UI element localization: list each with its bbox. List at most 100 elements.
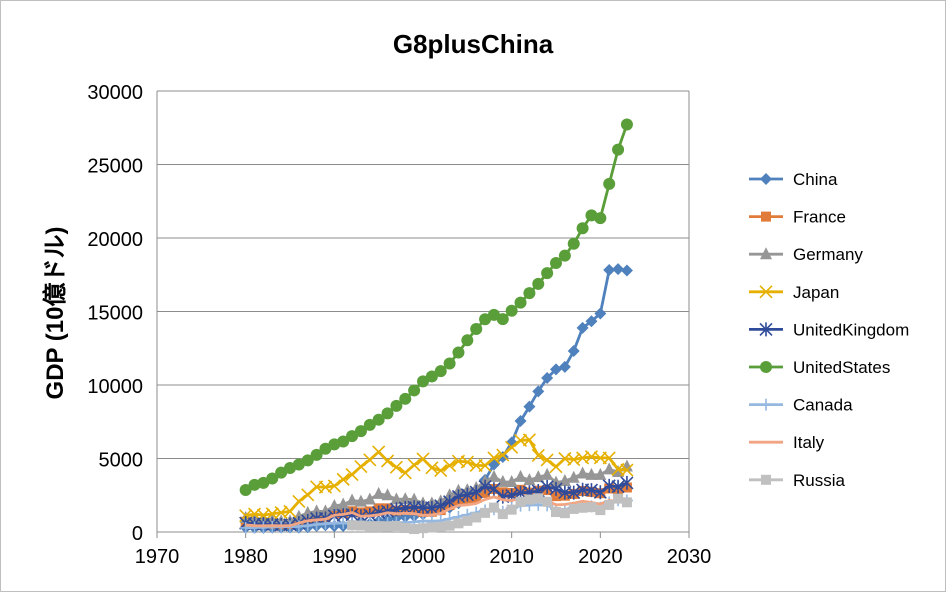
data-point-Russia xyxy=(418,523,428,534)
data-point-Russia xyxy=(542,496,553,507)
data-point-China xyxy=(576,321,589,334)
legend-label: Russia xyxy=(793,471,846,490)
data-point-France xyxy=(551,491,561,502)
data-point-UnitedStates xyxy=(399,392,412,405)
data-point-Russia xyxy=(515,496,526,507)
data-point-UnitedStates xyxy=(576,222,589,235)
data-point-Russia xyxy=(533,493,544,504)
data-point-Japan xyxy=(425,461,439,475)
data-point-UnitedStates xyxy=(612,143,625,156)
data-point-Japan xyxy=(531,448,545,462)
data-point-UnitedKingdom xyxy=(567,485,581,500)
data-point-Russia xyxy=(604,499,615,510)
data-point-China xyxy=(612,263,625,276)
data-point-UnitedStates xyxy=(275,466,288,479)
y-tick-label: 15000 xyxy=(87,303,143,325)
data-point-UnitedStates xyxy=(461,334,474,347)
data-point-Russia xyxy=(364,521,375,532)
data-point-Germany xyxy=(328,498,341,511)
data-point-UnitedKingdom xyxy=(584,483,599,498)
legend-marker xyxy=(761,474,771,485)
data-point-UnitedStates xyxy=(434,365,447,378)
data-point-Russia xyxy=(613,493,624,504)
data-point-Japan xyxy=(620,463,634,477)
data-point-Germany xyxy=(443,488,456,501)
data-point-UnitedStates xyxy=(487,308,500,321)
data-point-Russia xyxy=(471,512,482,523)
data-point-Russia xyxy=(524,494,535,505)
data-point-UnitedStates xyxy=(470,322,483,335)
data-point-Germany xyxy=(612,465,625,478)
data-point-UnitedStates xyxy=(390,399,403,412)
data-point-Germany xyxy=(399,492,412,505)
legend-item-UnitedStates: UnitedStates xyxy=(749,358,890,377)
data-point-Japan xyxy=(443,458,457,473)
data-point-Germany xyxy=(505,475,518,488)
y-tick-label: 10000 xyxy=(87,376,143,398)
series-line-Italy xyxy=(245,495,628,528)
legend-label: Germany xyxy=(793,245,863,264)
data-point-UnitedStates xyxy=(381,407,394,420)
legend-marker xyxy=(760,247,772,260)
data-point-China xyxy=(523,400,536,413)
data-point-Japan xyxy=(407,458,421,472)
data-point-Germany xyxy=(381,488,394,501)
y-tick-label: 20000 xyxy=(87,229,143,251)
data-point-Germany xyxy=(603,462,616,475)
data-point-UnitedStates xyxy=(337,435,350,448)
legend-label: Japan xyxy=(793,283,839,302)
data-point-Japan xyxy=(389,460,403,474)
data-point-UnitedStates xyxy=(505,304,518,317)
legend-label: UnitedStates xyxy=(793,358,890,377)
legend-item-Russia: Russia xyxy=(749,471,846,490)
data-point-Russia xyxy=(462,515,473,526)
legend-item-UnitedKingdom: UnitedKingdom xyxy=(749,320,909,339)
x-tick-label: 2030 xyxy=(667,546,712,568)
data-point-Russia xyxy=(435,521,446,532)
data-point-UnitedStates xyxy=(372,413,385,426)
data-point-Russia xyxy=(568,503,579,514)
data-point-Japan xyxy=(327,479,341,493)
data-point-UnitedKingdom xyxy=(487,482,501,497)
series-Italy xyxy=(245,495,628,528)
data-point-Russia xyxy=(373,521,384,532)
data-point-UnitedStates xyxy=(310,448,323,461)
y-axis-label: GDP (10億ドル) xyxy=(41,227,69,400)
data-point-UnitedKingdom xyxy=(460,487,474,502)
data-point-Germany xyxy=(541,467,554,480)
data-point-Germany xyxy=(576,466,589,479)
data-point-Russia xyxy=(586,502,597,513)
data-point-UnitedStates xyxy=(558,249,571,262)
data-point-China xyxy=(620,264,633,277)
data-point-UnitedKingdom xyxy=(549,481,563,496)
data-point-Germany xyxy=(390,492,403,505)
data-point-Russia xyxy=(488,502,499,513)
data-point-UnitedStates xyxy=(496,313,509,326)
data-point-UnitedStates xyxy=(425,370,438,383)
y-tick-label: 25000 xyxy=(87,156,143,178)
x-tick-label: 1970 xyxy=(135,546,180,568)
legend-item-Germany: Germany xyxy=(749,245,863,264)
data-point-Japan xyxy=(460,455,474,469)
data-point-Japan xyxy=(522,433,536,447)
legend-item-France: France xyxy=(749,208,846,227)
data-point-UnitedKingdom xyxy=(443,494,457,509)
y-tick-label: 30000 xyxy=(87,82,143,104)
data-point-UnitedStates xyxy=(239,483,252,496)
y-tick-label: 0 xyxy=(132,523,143,545)
data-point-Russia xyxy=(426,522,437,533)
data-point-Japan xyxy=(354,460,368,474)
data-point-UnitedStates xyxy=(541,267,554,280)
data-point-Japan xyxy=(478,458,492,473)
legend-label: Italy xyxy=(793,433,825,452)
data-point-UnitedKingdom xyxy=(478,479,492,494)
data-point-Japan xyxy=(505,440,519,454)
data-point-Germany xyxy=(620,459,633,472)
data-point-UnitedStates xyxy=(301,454,314,467)
data-point-UnitedStates xyxy=(452,346,465,359)
data-point-UnitedStates xyxy=(417,375,429,388)
data-point-UnitedStates xyxy=(266,472,279,485)
series-UnitedStates xyxy=(239,118,633,496)
series-line-UnitedStates xyxy=(244,124,629,492)
data-point-UnitedStates xyxy=(550,256,562,269)
